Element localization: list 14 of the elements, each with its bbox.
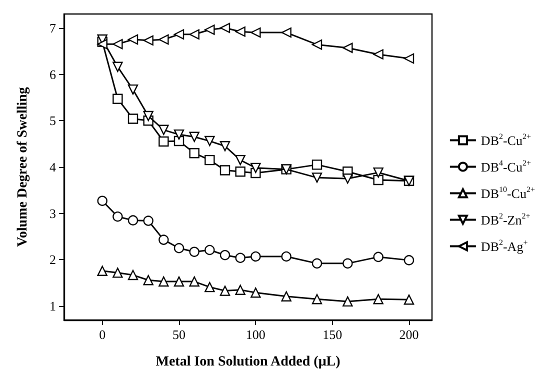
y-tick-label: 2 (50, 252, 56, 268)
y-tick-label: 1 (50, 298, 56, 314)
y-tick-label: 6 (50, 66, 56, 82)
y-tick-label: 5 (50, 113, 56, 128)
x-tick-label: 150 (322, 327, 342, 342)
x-tick-label: 50 (172, 327, 186, 342)
y-tick-label: 7 (50, 20, 56, 36)
x-axis-title: Metal Ion Solution Added (μL) (156, 354, 341, 370)
y-axis-title: Volume Degree of Swelling (16, 87, 30, 247)
y-tick-label: 3 (50, 206, 56, 221)
x-tick-label: 100 (246, 327, 266, 342)
y-tick-label: 4 (50, 160, 56, 174)
x-tick-label: 0 (99, 327, 106, 342)
x-tick-label: 200 (399, 327, 419, 342)
